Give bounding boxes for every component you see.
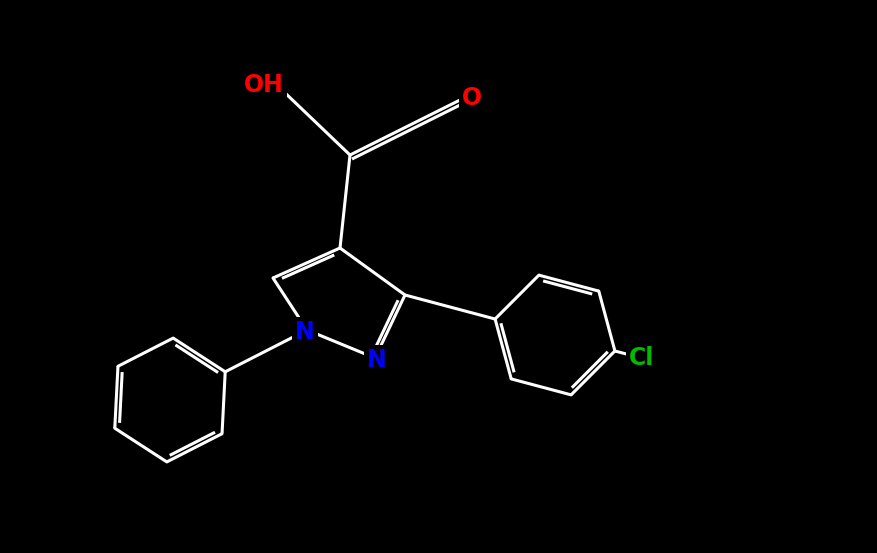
Text: Cl: Cl — [629, 346, 654, 370]
Text: OH: OH — [244, 73, 283, 97]
Text: N: N — [295, 320, 315, 344]
Text: N: N — [367, 348, 387, 372]
Text: O: O — [461, 86, 481, 110]
